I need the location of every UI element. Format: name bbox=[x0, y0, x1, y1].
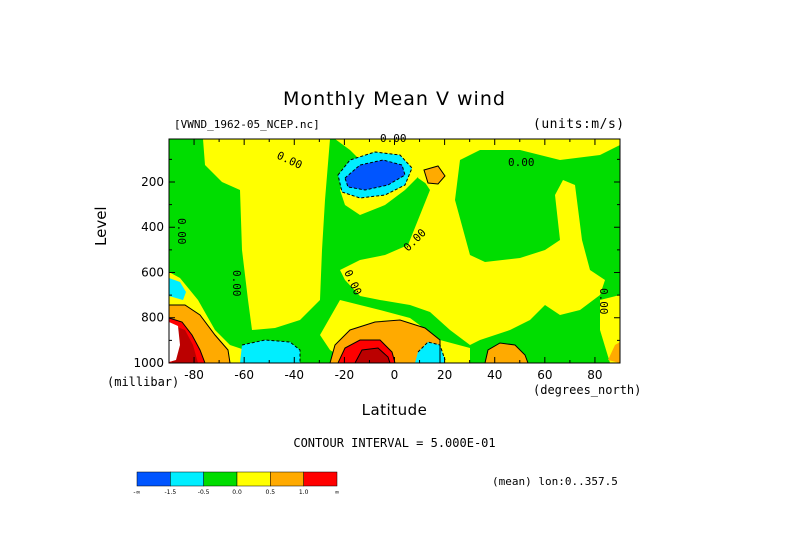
units-label: (units:m/s) bbox=[533, 117, 625, 132]
x-tick-label: 40 bbox=[487, 368, 502, 382]
x-tick-label: -60 bbox=[234, 368, 254, 382]
contour-lines bbox=[169, 151, 529, 363]
contour-line bbox=[484, 342, 529, 363]
contour-line bbox=[354, 347, 391, 363]
colorbar-swatch bbox=[236, 471, 271, 487]
x-axis-units: (degrees_north) bbox=[533, 383, 642, 397]
colorbar-label: -∞ bbox=[133, 489, 140, 496]
contour-fill-layer bbox=[169, 139, 620, 363]
contour-line bbox=[329, 319, 441, 363]
contour-label: 0.00 bbox=[175, 218, 188, 245]
contour-label: 0.00 bbox=[508, 156, 535, 169]
x-tick-label: 80 bbox=[587, 368, 602, 382]
fill-cyan-region bbox=[240, 340, 300, 363]
x-tick-label: -20 bbox=[335, 368, 355, 382]
contour-interval-label: CONTOUR INTERVAL = 5.000E-01 bbox=[293, 436, 496, 450]
contour-label: 0.00 bbox=[597, 288, 610, 315]
contour-line bbox=[337, 339, 396, 363]
axes: -80 -60 -40 -20 0 20 40 60 80 200 400 600 800 1000 bbox=[133, 139, 621, 382]
fill-blue-region bbox=[345, 160, 405, 190]
colorbar-label: -0.5 bbox=[198, 489, 210, 496]
mean-longitude-label: (mean) lon:0..357.5 bbox=[492, 475, 618, 488]
x-tick-label: -40 bbox=[284, 368, 304, 382]
x-tick-label: 20 bbox=[437, 368, 452, 382]
colorbar-label: 1.0 bbox=[299, 489, 309, 496]
fill-white-region bbox=[169, 322, 180, 362]
fill-darkred-region bbox=[355, 348, 390, 363]
y-axis-units: (millibar) bbox=[107, 375, 180, 389]
contour-line bbox=[344, 159, 406, 191]
fill-cyan-region bbox=[415, 342, 445, 363]
colorbar-label: -1.5 bbox=[164, 489, 176, 496]
colorbar-label: 0.0 bbox=[232, 489, 242, 496]
fill-yellow-region bbox=[203, 139, 330, 330]
colorbar-swatch bbox=[203, 471, 238, 487]
colorbar-swatch bbox=[303, 471, 338, 487]
y-tick-label: 200 bbox=[141, 175, 164, 189]
contour-line bbox=[417, 341, 446, 361]
fill-yellow-region bbox=[335, 139, 620, 345]
chart-title: Monthly Mean V wind bbox=[283, 88, 506, 110]
y-tick-label: 800 bbox=[141, 311, 164, 325]
colorbar-label: ∞ bbox=[335, 489, 340, 496]
x-axis-label: Latitude bbox=[361, 401, 428, 419]
fill-orange-region bbox=[608, 342, 620, 363]
colorbar-swatch bbox=[136, 471, 171, 487]
colorbar-swatch bbox=[170, 471, 204, 487]
y-tick-label: 400 bbox=[141, 220, 164, 234]
fill-cyan-region bbox=[169, 278, 186, 300]
fill-orange-region bbox=[485, 343, 528, 363]
contour-line bbox=[337, 151, 413, 199]
y-tick-label: 600 bbox=[141, 265, 164, 279]
colorbar: -∞ -1.5 -0.5 0.0 0.5 1.0 ∞ bbox=[133, 471, 340, 496]
dataset-label: [VWND_1962-05_NCEP.nc] bbox=[174, 118, 320, 131]
contour-line bbox=[241, 339, 301, 363]
contour-line bbox=[169, 317, 206, 363]
fill-orange-region bbox=[424, 166, 445, 184]
contour-label: 0.00 bbox=[230, 270, 243, 297]
x-tick-label: 60 bbox=[537, 368, 552, 382]
y-tick-label: 1000 bbox=[133, 356, 164, 370]
contour-label: 0.00 bbox=[380, 132, 407, 145]
contour-line bbox=[169, 304, 231, 363]
x-tick-label: -80 bbox=[184, 368, 204, 382]
colorbar-swatch bbox=[270, 471, 304, 487]
colorbar-label: 0.5 bbox=[266, 489, 276, 496]
x-tick-label: 0 bbox=[391, 368, 399, 382]
contour-line bbox=[423, 165, 446, 185]
